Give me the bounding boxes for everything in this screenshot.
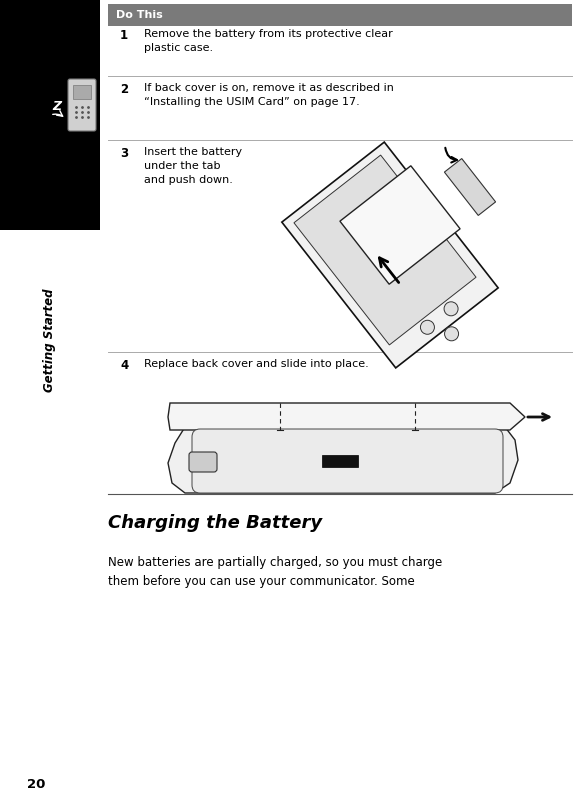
Polygon shape xyxy=(168,427,518,493)
Text: 20: 20 xyxy=(27,778,45,791)
Bar xyxy=(73,85,91,99)
Circle shape xyxy=(444,327,458,341)
Circle shape xyxy=(420,320,435,334)
Polygon shape xyxy=(168,403,525,430)
Text: Charging the Battery: Charging the Battery xyxy=(108,514,322,532)
Text: Replace back cover and slide into place.: Replace back cover and slide into place. xyxy=(144,359,369,369)
Text: Z: Z xyxy=(52,101,61,114)
Text: 3: 3 xyxy=(120,147,128,160)
Bar xyxy=(0,0,100,230)
Text: 2: 2 xyxy=(120,83,128,96)
FancyBboxPatch shape xyxy=(192,429,503,493)
Text: 4: 4 xyxy=(120,359,128,372)
Polygon shape xyxy=(340,166,460,284)
Circle shape xyxy=(444,302,458,316)
Text: Remove the battery from its protective clear
plastic case.: Remove the battery from its protective c… xyxy=(144,29,392,53)
Text: Do This: Do This xyxy=(116,10,163,20)
Polygon shape xyxy=(294,155,476,345)
Text: 1: 1 xyxy=(120,29,128,42)
Bar xyxy=(108,4,572,26)
Polygon shape xyxy=(282,142,498,368)
Bar xyxy=(322,455,358,467)
Text: Getting Started: Getting Started xyxy=(43,288,57,392)
FancyBboxPatch shape xyxy=(189,452,217,472)
FancyBboxPatch shape xyxy=(68,79,96,131)
Polygon shape xyxy=(444,159,495,216)
Text: Insert the battery
under the tab
and push down.: Insert the battery under the tab and pus… xyxy=(144,147,242,185)
Text: If back cover is on, remove it as described in
“Installing the USIM Card” on pag: If back cover is on, remove it as descri… xyxy=(144,83,394,107)
Text: New batteries are partially charged, so you must charge
them before you can use : New batteries are partially charged, so … xyxy=(108,556,442,588)
